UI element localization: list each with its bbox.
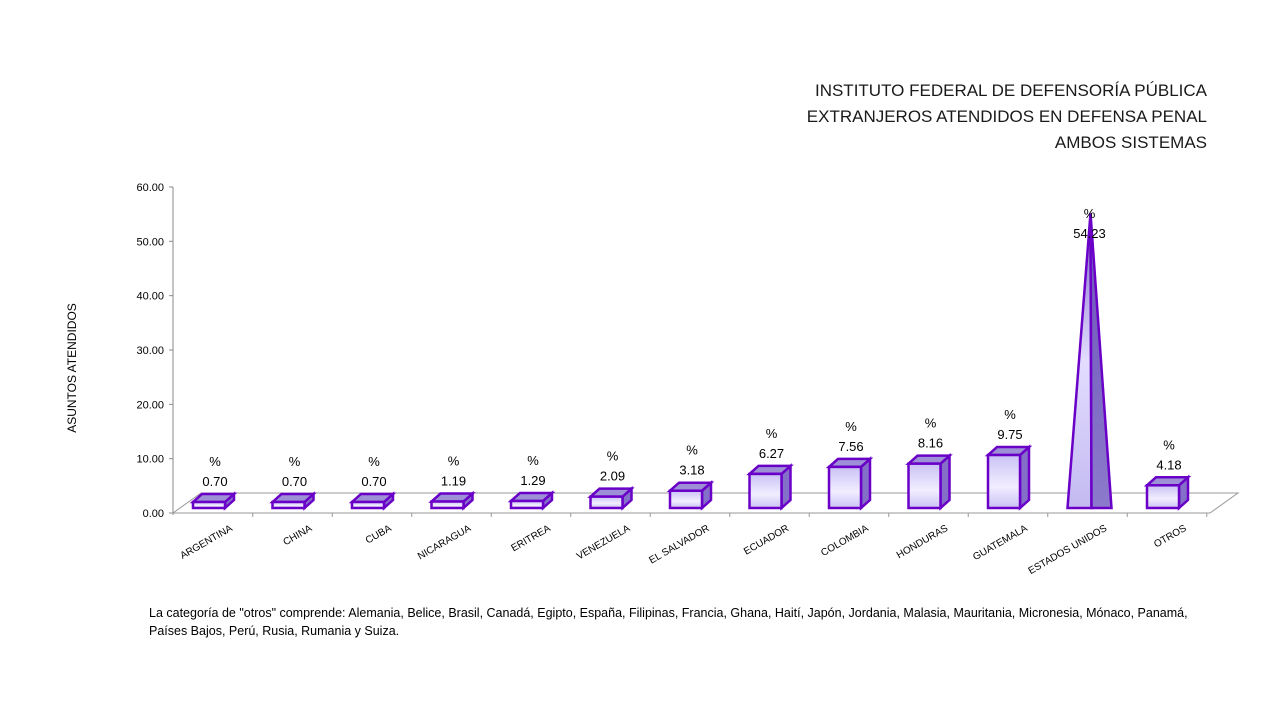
bar-side [1018, 444, 1031, 511]
data-label-value: 1.29 [520, 473, 545, 488]
x-tick-label: EL SALVADOR [647, 523, 711, 566]
data-label-percent: % [368, 454, 380, 469]
data-label-percent: % [766, 426, 778, 441]
x-tick-label: ARGENTINA [178, 523, 234, 562]
data-label-value: 1.19 [441, 474, 466, 489]
bar-argentina [189, 491, 238, 511]
bar-face [1066, 213, 1093, 510]
data-label-value: 54.23 [1073, 226, 1106, 241]
x-tick-label: CHINA [282, 523, 315, 548]
x-tick-label: NICARAGUA [416, 523, 473, 562]
bar-honduras [905, 452, 953, 511]
bar-face [748, 472, 783, 510]
y-tick-label: 20.00 [136, 399, 164, 411]
title-line-2: EXTRANJEROS ATENDIDOS EN DEFENSA PENAL [806, 107, 1207, 126]
bar-face [191, 500, 227, 510]
y-tick-label: 60.00 [136, 182, 164, 194]
y-tick-label: 10.00 [136, 454, 164, 466]
x-tick-label: ESTADOS UNIDOS [1027, 523, 1110, 577]
data-label-percent: % [209, 454, 221, 469]
x-tick-label: GUATEMALA [971, 523, 1030, 563]
data-label-percent: % [686, 443, 698, 458]
x-tick-label: ERITREA [509, 523, 552, 554]
data-label-value: 7.56 [838, 439, 863, 454]
y-tick-label: 50.00 [136, 236, 164, 248]
x-tick-label: COLOMBIA [819, 523, 871, 559]
y-axis-title: ASUNTOS ATENDIDOS [65, 303, 79, 433]
bar-side [1089, 213, 1113, 510]
bar-face [986, 453, 1022, 510]
data-label-value: 0.70 [282, 474, 307, 489]
data-label-percent: % [1084, 206, 1096, 221]
data-label-value: 0.70 [202, 474, 227, 489]
data-label-value: 4.18 [1156, 457, 1181, 472]
bar-cuba [348, 491, 397, 511]
x-tick-label: CUBA [364, 523, 394, 547]
bar-face [589, 495, 624, 510]
bar-colombia [825, 456, 874, 511]
data-label-percent: % [1004, 407, 1016, 422]
bar-otros [1143, 474, 1192, 511]
bar-ecuador [746, 463, 794, 511]
bar-guatemala [984, 444, 1033, 511]
bar-venezuela [587, 485, 635, 511]
data-label-value: 9.75 [997, 427, 1022, 442]
data-label-percent: % [925, 416, 937, 431]
data-label-percent: % [527, 453, 539, 468]
bar-face [907, 462, 942, 510]
bar-face [668, 489, 704, 510]
data-label-percent: % [845, 419, 857, 434]
data-label-value: 0.70 [361, 474, 386, 489]
data-label-percent: % [448, 454, 460, 469]
bar-face [509, 499, 545, 510]
bar-face [271, 500, 306, 510]
bar-face [827, 465, 863, 510]
bar-face [430, 500, 465, 510]
bar-el-salvador [666, 479, 715, 511]
bar-face [350, 500, 386, 510]
y-tick-label: 30.00 [136, 345, 164, 357]
data-label-percent: % [607, 449, 619, 464]
data-label-value: 2.09 [600, 469, 625, 484]
bar-face [1145, 484, 1181, 510]
x-tick-label: ECUADOR [742, 523, 791, 558]
bar-chart: 0.00 10.00 20.00 30.00 40.00 50.00 60.00 % 0.70… [65, 182, 1240, 577]
chart-floor [171, 492, 1240, 514]
bar-estados-unidos [1066, 213, 1113, 510]
title-line-1: INSTITUTO FEDERAL DE DEFENSORÍA PÚBLICA [814, 81, 1207, 100]
data-label-value: 3.18 [679, 463, 704, 478]
bar-china [269, 491, 317, 511]
bar-nicaragua [428, 490, 476, 511]
x-tick-label: HONDURAS [895, 523, 950, 561]
bar-eritrea [507, 490, 556, 511]
chart-title-block: INSTITUTO FEDERAL DE DEFENSORÍA PÚBLICA … [807, 78, 1207, 156]
y-tick-label: 40.00 [136, 291, 164, 303]
data-label-percent: % [289, 454, 301, 469]
y-tick-label: 0.00 [143, 508, 164, 520]
data-label-percent: % [1163, 437, 1175, 452]
x-tick-label: OTROS [1152, 523, 1189, 550]
footnote: La categoría de "otros" comprende: Alema… [149, 606, 1188, 638]
x-tick-label: VENEZUELA [575, 523, 632, 562]
data-label-value: 6.27 [759, 446, 784, 461]
data-label-value: 8.16 [918, 436, 943, 451]
title-line-3: AMBOS SISTEMAS [1054, 133, 1207, 152]
